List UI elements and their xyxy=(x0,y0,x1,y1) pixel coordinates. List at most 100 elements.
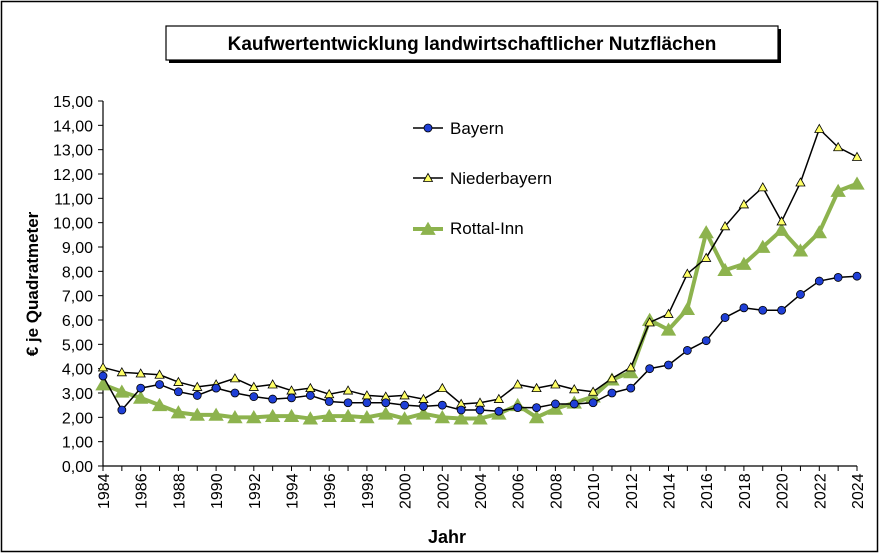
data-point-bayern xyxy=(324,397,334,406)
chart-title: Kaufwertentwicklung landwirtschaftlicher… xyxy=(228,34,717,55)
y-tick-label: 12,00 xyxy=(53,167,93,184)
data-point-niederbayern xyxy=(135,368,146,378)
data-point-niederbayern xyxy=(512,379,523,389)
legend-label-niederbayern: Niederbayern xyxy=(450,169,552,188)
data-point-bayern xyxy=(626,383,636,393)
data-point-niederbayern xyxy=(437,382,448,393)
data-point-rottal-inn xyxy=(792,243,809,257)
data-point-niederbayern xyxy=(606,373,618,383)
data-point-bayern xyxy=(569,399,579,409)
y-tick-label: 10,00 xyxy=(53,216,93,233)
data-point-bayern xyxy=(98,371,108,381)
y-tick-label: 3,00 xyxy=(62,386,93,403)
y-tick-label: 14,00 xyxy=(53,118,93,135)
data-point-niederbayern xyxy=(531,382,542,393)
x-tick-label: 1994 xyxy=(285,473,302,509)
x-tick-label: 2024 xyxy=(850,473,867,509)
data-point-bayern xyxy=(381,398,391,408)
data-point-rottal-inn xyxy=(472,411,488,425)
data-point-rottal-inn xyxy=(133,390,149,404)
data-point-rottal-inn xyxy=(773,222,790,236)
data-point-rottal-inn xyxy=(453,411,469,425)
data-point-niederbayern xyxy=(682,268,693,278)
data-point-bayern xyxy=(645,364,655,374)
data-point-rottal-inn xyxy=(151,397,168,412)
data-point-bayern xyxy=(852,271,862,281)
data-point-niederbayern xyxy=(569,384,580,394)
data-point-niederbayern xyxy=(97,362,109,372)
data-point-bayern xyxy=(720,313,730,322)
data-point-bayern xyxy=(419,401,428,411)
data-point-niederbayern xyxy=(757,182,768,192)
x-tick-label: 1992 xyxy=(247,473,264,509)
axes: 0,00 1,00 2,00 3,00 4,00 5,00 6,00 7,00 8,00 9,00… xyxy=(53,94,867,509)
y-tick-label: 9,00 xyxy=(62,240,93,257)
data-point-niederbayern xyxy=(192,381,203,391)
x-tick-label: 2014 xyxy=(662,473,679,509)
y-tick-label: 6,00 xyxy=(62,313,93,330)
data-point-bayern xyxy=(287,393,296,403)
data-point-rottal-inn xyxy=(114,384,130,398)
data-point-niederbayern xyxy=(116,367,128,377)
y-tick-label: 0,00 xyxy=(62,459,93,476)
data-point-bayern xyxy=(814,276,824,286)
y-tick-label: 11,00 xyxy=(54,191,93,208)
data-point-rottal-inn xyxy=(302,411,319,425)
legend-label-bayern: Bayern xyxy=(450,119,504,138)
data-point-bayern xyxy=(513,403,523,413)
data-point-bayern xyxy=(607,388,617,398)
data-point-bayern xyxy=(211,383,221,393)
data-point-niederbayern xyxy=(248,381,259,391)
data-point-rottal-inn xyxy=(340,408,356,423)
x-axis-label: Jahr xyxy=(428,527,466,547)
data-point-rottal-inn xyxy=(755,239,771,253)
data-point-niederbayern xyxy=(719,221,731,231)
x-tick-label: 1998 xyxy=(360,473,377,509)
data-point-rottal-inn xyxy=(528,410,545,424)
x-tick-label: 1988 xyxy=(171,473,188,509)
data-point-bayern xyxy=(532,403,541,413)
x-tick-label: 2010 xyxy=(586,473,603,509)
data-point-bayern xyxy=(117,405,127,415)
data-point-niederbayern xyxy=(267,379,278,389)
data-point-bayern xyxy=(343,398,353,408)
x-tick-label: 2006 xyxy=(511,473,528,509)
x-tick-label: 2016 xyxy=(699,473,716,509)
data-point-niederbayern xyxy=(399,390,410,400)
data-point-bayern xyxy=(475,405,485,415)
legend-marker-niederbayern xyxy=(422,172,434,182)
data-point-rottal-inn xyxy=(208,407,224,421)
y-axis-label: € je Quadratmeter xyxy=(23,211,42,356)
x-tick-label: 1990 xyxy=(209,473,226,509)
data-point-bayern xyxy=(682,346,692,355)
data-point-bayern xyxy=(249,392,259,402)
x-tick-label: 2020 xyxy=(775,473,792,509)
data-point-rottal-inn xyxy=(227,410,243,424)
data-point-rottal-inn xyxy=(434,410,450,424)
data-point-niederbayern xyxy=(776,216,787,226)
x-tick-label: 2012 xyxy=(624,473,641,509)
data-point-bayern xyxy=(437,400,447,410)
data-point-niederbayern xyxy=(814,123,825,133)
series-rottal-inn xyxy=(95,176,865,425)
legend-label-rottal-inn: Rottal-Inn xyxy=(450,219,524,238)
data-point-rottal-inn xyxy=(396,411,413,425)
series-layer xyxy=(95,123,865,425)
data-point-rottal-inn xyxy=(811,225,827,239)
data-point-bayern xyxy=(494,406,504,416)
data-point-rottal-inn xyxy=(189,407,205,421)
data-point-rottal-inn xyxy=(264,408,281,423)
data-point-niederbayern xyxy=(738,199,750,209)
x-tick-label: 2018 xyxy=(737,473,754,509)
series-bayern xyxy=(98,271,862,416)
data-point-bayern xyxy=(758,305,768,315)
data-point-bayern xyxy=(701,336,711,346)
data-point-bayern xyxy=(155,380,164,389)
data-point-bayern xyxy=(551,399,560,409)
data-point-bayern xyxy=(136,383,146,393)
data-point-niederbayern xyxy=(173,376,184,386)
x-tick-label: 1984 xyxy=(96,473,113,509)
data-point-niederbayern xyxy=(229,373,241,383)
